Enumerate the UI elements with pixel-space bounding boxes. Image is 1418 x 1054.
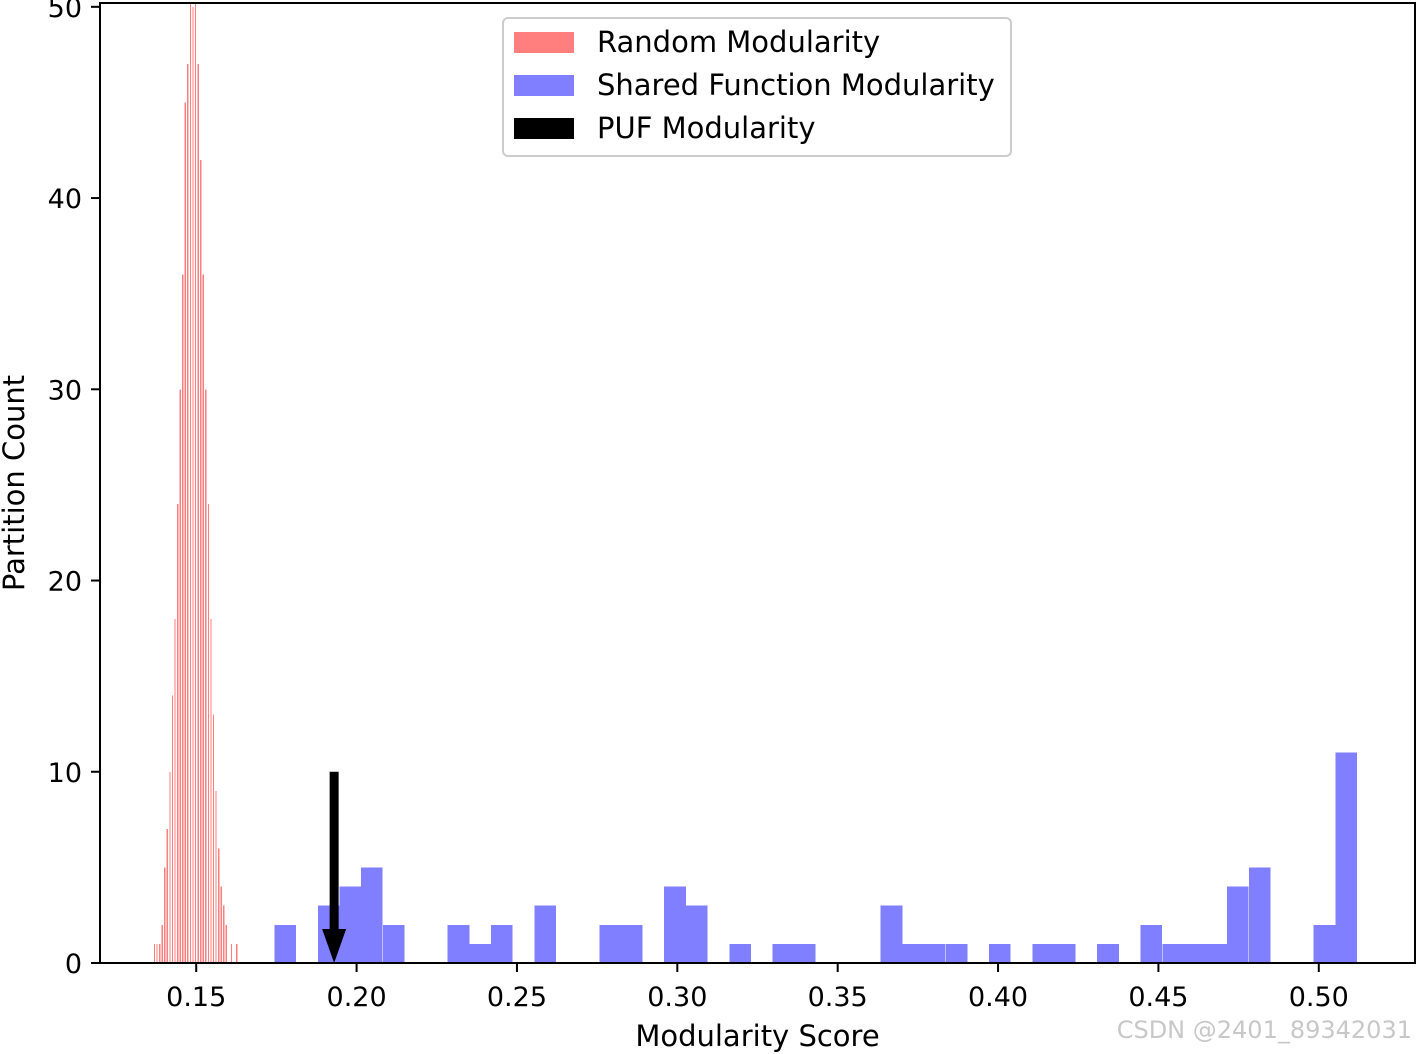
shared-bar — [772, 943, 795, 963]
shared-bar — [945, 943, 968, 963]
random-bar — [179, 389, 181, 963]
random-bar — [194, 3, 197, 963]
shared-bar — [794, 943, 816, 963]
shared-bar — [664, 886, 686, 963]
random-bar — [189, 3, 192, 963]
shared-bar — [685, 905, 708, 963]
random-bar — [230, 943, 233, 963]
random-bar — [187, 64, 189, 963]
x-tick-label: 0.25 — [487, 982, 547, 1013]
y-tick-label: 20 — [48, 567, 82, 598]
y-axis-label: Partition Count — [0, 375, 31, 591]
x-tick-label: 0.30 — [647, 982, 707, 1013]
legend-label-shared: Shared Function Modularity — [597, 68, 995, 102]
x-axis-label: Modularity Score — [635, 1019, 879, 1053]
plot-frame — [99, 2, 1416, 964]
random-bar — [205, 389, 207, 963]
x-axis-ticks: 0.15 0.20 0.25 0.30 0.35 0.40 0.45 0.50 — [166, 963, 1349, 1013]
shared-bar — [469, 943, 492, 963]
x-tick-label: 0.45 — [1128, 982, 1188, 1013]
shared-bar — [1053, 943, 1076, 963]
shared-bar — [1248, 867, 1271, 963]
x-tick-label: 0.50 — [1289, 982, 1349, 1013]
random-bar — [207, 504, 210, 963]
random-bar — [166, 829, 168, 963]
legend-swatch-shared — [514, 75, 574, 96]
random-bar — [184, 102, 186, 963]
shared-bar — [534, 905, 556, 963]
shared-bar — [1140, 924, 1163, 963]
random-bar — [202, 274, 204, 963]
shared-bar — [599, 924, 622, 963]
random-bar — [156, 943, 158, 963]
puf-arrow-head — [322, 929, 347, 963]
legend-label-random: Random Modularity — [597, 25, 880, 59]
shared-bar — [339, 886, 362, 963]
random-bar — [200, 159, 202, 963]
random-bar — [218, 848, 220, 963]
random-bar — [223, 905, 225, 963]
y-axis-ticks: 0 10 20 30 40 50 — [48, 0, 100, 980]
y-tick-label: 30 — [48, 375, 82, 406]
shared-bar — [1183, 943, 1206, 963]
random-bar — [174, 618, 176, 963]
puf-modularity-arrow — [322, 771, 347, 963]
y-tick-label: 0 — [65, 949, 82, 980]
shared-bar — [989, 943, 1011, 963]
shared-bar — [729, 943, 751, 963]
shared-bar — [880, 905, 903, 963]
shared-function-bars — [274, 752, 1358, 963]
random-bar — [171, 695, 174, 963]
random-bar — [212, 714, 215, 963]
x-tick-label: 0.20 — [327, 982, 387, 1013]
random-bar — [192, 6, 194, 963]
y-tick-label: 50 — [48, 0, 82, 24]
random-bar — [220, 886, 222, 963]
random-bar — [182, 274, 184, 963]
shared-bar — [490, 924, 513, 963]
shared-bar — [1032, 943, 1055, 963]
random-bar — [225, 924, 228, 963]
random-bar — [164, 867, 166, 963]
random-bar — [159, 943, 161, 963]
legend-label-puf: PUF Modularity — [597, 111, 816, 145]
shared-bar — [1097, 943, 1119, 963]
x-tick-label: 0.15 — [166, 982, 226, 1013]
legend: Random Modularity Shared Function Modula… — [502, 17, 1012, 157]
random-modularity-bars — [153, 3, 238, 963]
shared-bar — [1205, 943, 1228, 963]
y-tick-label: 10 — [48, 758, 82, 789]
shared-bar — [382, 924, 405, 963]
legend-box — [502, 17, 1012, 157]
shared-bar — [1335, 752, 1358, 963]
random-bar — [153, 943, 156, 963]
shared-bar — [620, 924, 643, 963]
shared-bar — [1227, 886, 1249, 963]
shared-bar — [447, 924, 470, 963]
shared-bar — [902, 943, 925, 963]
shared-bar — [361, 867, 383, 963]
random-bar — [210, 618, 212, 963]
random-bar — [176, 504, 179, 963]
x-tick-label: 0.40 — [968, 982, 1028, 1013]
shared-bar — [923, 943, 946, 963]
x-tick-label: 0.35 — [808, 982, 868, 1013]
random-bar — [235, 943, 238, 963]
puf-arrow-shaft — [329, 771, 339, 929]
legend-swatch-random — [514, 32, 574, 53]
random-bar — [197, 64, 199, 963]
shared-bar — [1313, 924, 1336, 963]
y-tick-label: 40 — [48, 184, 82, 215]
random-bar — [161, 924, 163, 963]
legend-swatch-puf — [514, 118, 574, 139]
random-bar — [215, 790, 217, 963]
random-bar — [169, 771, 171, 963]
watermark-text: CSDN @2401_89342031 — [1116, 1016, 1412, 1044]
shared-bar — [274, 924, 297, 963]
shared-bar — [1162, 943, 1184, 963]
